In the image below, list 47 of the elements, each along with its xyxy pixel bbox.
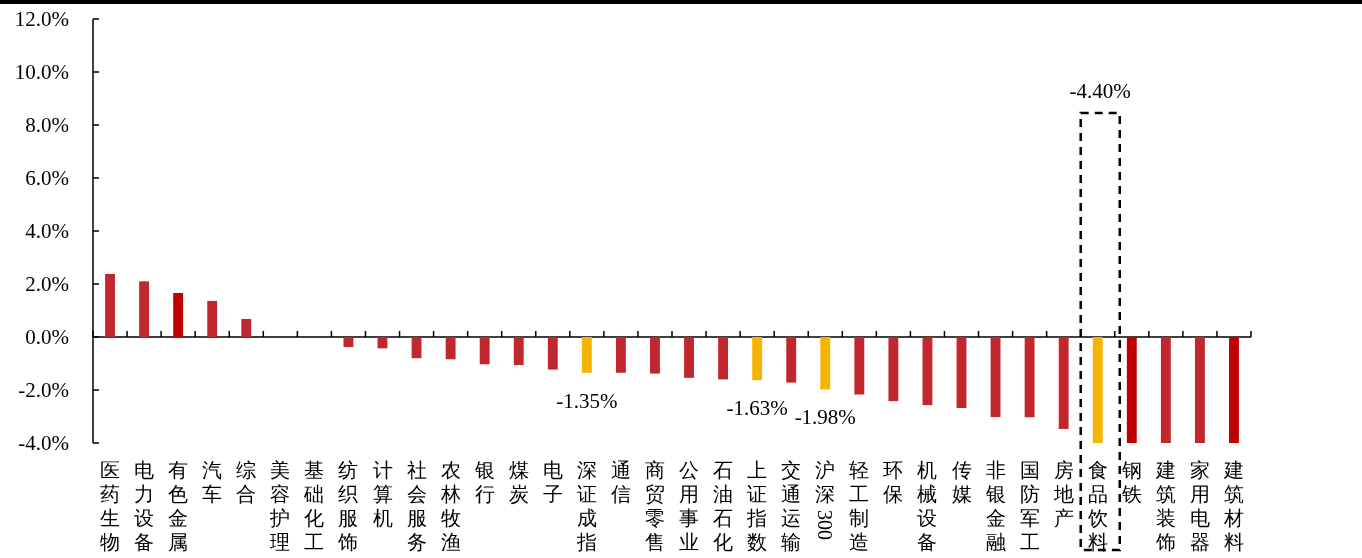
x-tick-label: 环保 — [882, 458, 905, 506]
x-tick-label: 通信 — [609, 458, 632, 506]
x-tick-label: 综合 — [235, 458, 258, 506]
x-tick-label: 计算机 — [371, 458, 394, 530]
x-tick-label: 纺织服饰 — [337, 458, 360, 554]
x-tick-label: 电子 — [541, 458, 564, 506]
data-label: -1.35% — [556, 388, 618, 413]
x-tick-label: 非银金融 — [984, 458, 1007, 554]
x-tick-label: 社会服务 — [405, 458, 428, 554]
x-tick-label: 建筑装饰 — [1154, 458, 1177, 554]
x-tick-label: 基础化工 — [303, 458, 326, 554]
x-tick-label: 机械设备 — [916, 458, 939, 554]
annotation: -4.40% — [1069, 79, 1131, 103]
data-label: -1.63% — [726, 396, 788, 421]
x-tick-label: 钢铁 — [1120, 458, 1143, 506]
y-tick-label: -2.0% — [18, 378, 69, 402]
x-tick-label: 建筑材料 — [1222, 458, 1245, 554]
y-tick-label: 10.0% — [14, 60, 69, 84]
x-tick-label: 食品饮料 — [1086, 458, 1109, 554]
x-tick-label: 轻工制造 — [848, 458, 871, 554]
y-tick-label: 8.0% — [25, 113, 69, 137]
x-tick-label: 传媒 — [950, 458, 973, 506]
x-tick-label: 农林牧渔 — [439, 458, 462, 554]
y-tick-label: -4.0% — [18, 431, 69, 455]
x-tick-label: 公用事业 — [678, 458, 700, 554]
x-tick-label: 煤炭 — [507, 458, 530, 506]
x-tick-label: 上证指数 — [746, 458, 769, 554]
x-tick-label: 美容护理 — [269, 458, 292, 554]
x-tick-label: 交通运输 — [780, 458, 803, 554]
x-tick-label: 房地产 — [1052, 458, 1075, 530]
y-tick-label: 4.0% — [25, 219, 69, 243]
y-tick-label: 2.0% — [25, 272, 69, 296]
x-tick-label: 石油石化 — [712, 458, 735, 554]
x-tick-label: 有色金属 — [167, 458, 190, 554]
data-label: -1.98% — [794, 405, 856, 430]
x-tick-label: 商贸零售 — [643, 458, 666, 554]
x-tick-label: 医药生物 — [99, 458, 121, 554]
x-tick-label: 沪深300 — [813, 458, 838, 542]
x-tick-label: 电力设备 — [133, 458, 156, 554]
x-tick-label: 银行 — [473, 458, 496, 506]
y-tick-label: 6.0% — [25, 166, 69, 190]
x-tick-label: 家用电器 — [1188, 458, 1211, 554]
x-tick-label: 深证成指 — [575, 458, 598, 554]
x-tick-label: 汽车 — [201, 458, 224, 506]
y-tick-label: 12.0% — [14, 7, 69, 31]
x-tick-label: 国防军工 — [1018, 458, 1041, 554]
y-tick-label: 0.0% — [25, 325, 69, 349]
